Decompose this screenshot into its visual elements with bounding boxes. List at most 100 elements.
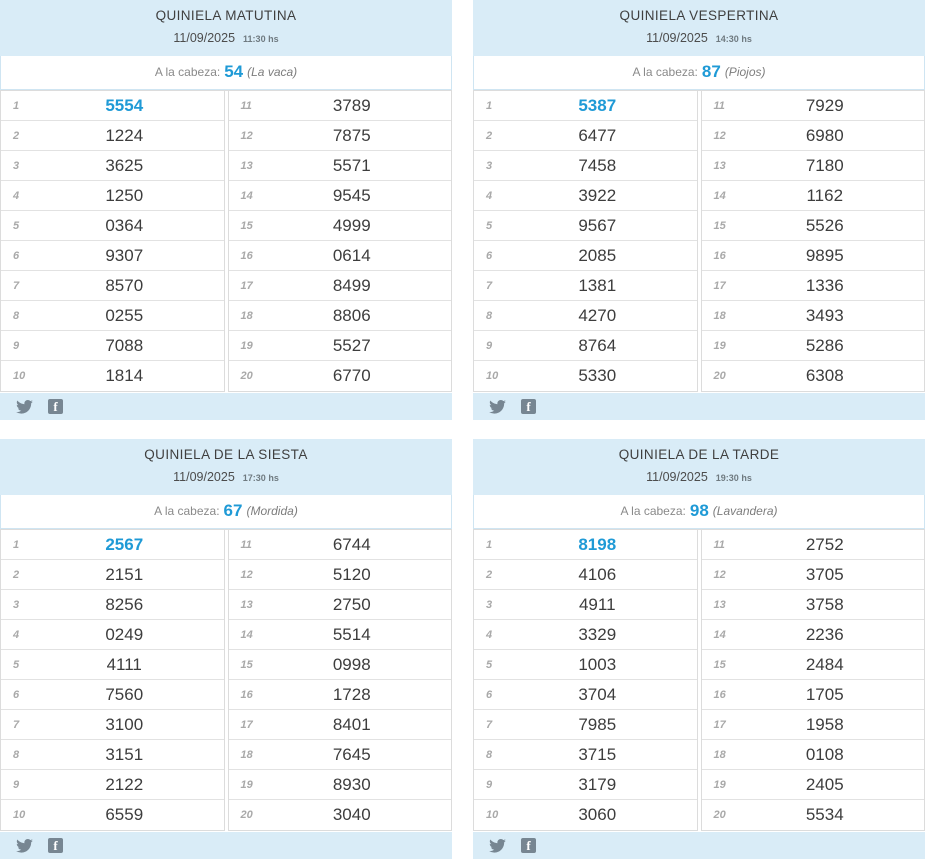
row-position: 19 — [702, 779, 760, 791]
row-position: 5 — [1, 220, 59, 232]
row-position: 6 — [1, 689, 59, 701]
row-position: 7 — [1, 280, 59, 292]
row-position: 1 — [474, 539, 532, 551]
row-value: 2750 — [287, 595, 452, 615]
row-position: 20 — [702, 809, 760, 821]
head-number-row: A la cabeza:87(Piojos) — [473, 56, 925, 90]
row-value: 0255 — [59, 306, 224, 326]
result-row: 10 1814 — [1, 361, 224, 391]
result-row: 6 3704 — [474, 680, 697, 710]
row-value: 5526 — [760, 216, 925, 236]
row-value: 3625 — [59, 156, 224, 176]
row-value: 1958 — [760, 715, 925, 735]
row-position: 10 — [1, 809, 59, 821]
result-row: 6 7560 — [1, 680, 224, 710]
twitter-icon[interactable] — [489, 400, 506, 414]
result-row: 16 1728 — [229, 680, 452, 710]
result-row: 3 7458 — [474, 151, 697, 181]
draw-date: 11/09/2025 — [646, 31, 708, 45]
row-position: 7 — [474, 280, 532, 292]
result-row: 20 6308 — [702, 361, 925, 391]
row-position: 15 — [229, 659, 287, 671]
row-value: 9895 — [760, 246, 925, 266]
row-position: 11 — [229, 539, 287, 551]
row-value: 7088 — [59, 336, 224, 356]
result-row: 10 5330 — [474, 361, 697, 391]
head-number: 98 — [690, 501, 709, 520]
row-value: 8198 — [532, 535, 697, 555]
facebook-icon[interactable]: f — [521, 399, 536, 414]
facebook-icon[interactable]: f — [48, 399, 63, 414]
results-column-left: 1 5554 2 1224 3 3625 4 1250 5 0364 6 930… — [0, 91, 225, 392]
row-value: 5330 — [532, 366, 697, 386]
result-row: 11 7929 — [702, 91, 925, 121]
row-position: 4 — [1, 190, 59, 202]
row-position: 17 — [229, 719, 287, 731]
result-row: 4 3329 — [474, 620, 697, 650]
panel-title: QUINIELA DE LA SIESTA — [0, 447, 452, 462]
row-position: 12 — [702, 130, 760, 142]
result-row: 10 6559 — [1, 800, 224, 830]
head-number-name: (Mordida) — [246, 504, 297, 518]
row-value: 5534 — [760, 805, 925, 825]
row-position: 13 — [229, 599, 287, 611]
result-row: 19 2405 — [702, 770, 925, 800]
row-position: 18 — [702, 310, 760, 322]
twitter-icon[interactable] — [489, 839, 506, 853]
row-position: 2 — [474, 569, 532, 581]
row-value: 6744 — [287, 535, 452, 555]
row-position: 16 — [229, 250, 287, 262]
twitter-icon[interactable] — [16, 839, 33, 853]
row-value: 4999 — [287, 216, 452, 236]
result-row: 18 0108 — [702, 740, 925, 770]
twitter-icon[interactable] — [16, 400, 33, 414]
panel-footer: f — [0, 832, 452, 859]
result-row: 7 3100 — [1, 710, 224, 740]
head-number: 67 — [224, 501, 243, 520]
row-position: 14 — [229, 190, 287, 202]
row-value: 1250 — [59, 186, 224, 206]
result-row: 13 2750 — [229, 590, 452, 620]
row-value: 3100 — [59, 715, 224, 735]
result-row: 7 7985 — [474, 710, 697, 740]
row-value: 2122 — [59, 775, 224, 795]
results-column-left: 1 2567 2 2151 3 8256 4 0249 5 4111 6 756… — [0, 530, 225, 831]
head-number-label: A la cabeza: — [620, 504, 685, 518]
row-value: 3704 — [532, 685, 697, 705]
row-value: 1336 — [760, 276, 925, 296]
result-row: 8 3151 — [1, 740, 224, 770]
head-number-label: A la cabeza: — [154, 504, 219, 518]
result-row: 18 7645 — [229, 740, 452, 770]
facebook-icon[interactable]: f — [521, 838, 536, 853]
result-row: 18 8806 — [229, 301, 452, 331]
panel-title: QUINIELA MATUTINA — [0, 8, 452, 23]
row-value: 2085 — [532, 246, 697, 266]
draw-date: 11/09/2025 — [173, 470, 235, 484]
row-value: 6559 — [59, 805, 224, 825]
result-row: 14 9545 — [229, 181, 452, 211]
row-position: 8 — [1, 310, 59, 322]
row-value: 0998 — [287, 655, 452, 675]
row-value: 2484 — [760, 655, 925, 675]
row-value: 1381 — [532, 276, 697, 296]
row-position: 16 — [702, 250, 760, 262]
row-position: 5 — [474, 220, 532, 232]
row-position: 10 — [474, 809, 532, 821]
facebook-icon[interactable]: f — [48, 838, 63, 853]
row-position: 18 — [702, 749, 760, 761]
results-column-right: 11 7929 12 6980 13 7180 14 1162 15 5526 … — [701, 91, 925, 392]
row-value: 5120 — [287, 565, 452, 585]
row-position: 14 — [702, 190, 760, 202]
result-row: 12 6980 — [702, 121, 925, 151]
row-value: 7929 — [760, 96, 925, 116]
row-value: 1162 — [760, 186, 925, 206]
result-row: 17 8499 — [229, 271, 452, 301]
row-value: 8570 — [59, 276, 224, 296]
result-row: 15 4999 — [229, 211, 452, 241]
row-position: 13 — [702, 599, 760, 611]
result-row: 9 8764 — [474, 331, 697, 361]
result-row: 14 2236 — [702, 620, 925, 650]
row-value: 9545 — [287, 186, 452, 206]
result-row: 2 2151 — [1, 560, 224, 590]
